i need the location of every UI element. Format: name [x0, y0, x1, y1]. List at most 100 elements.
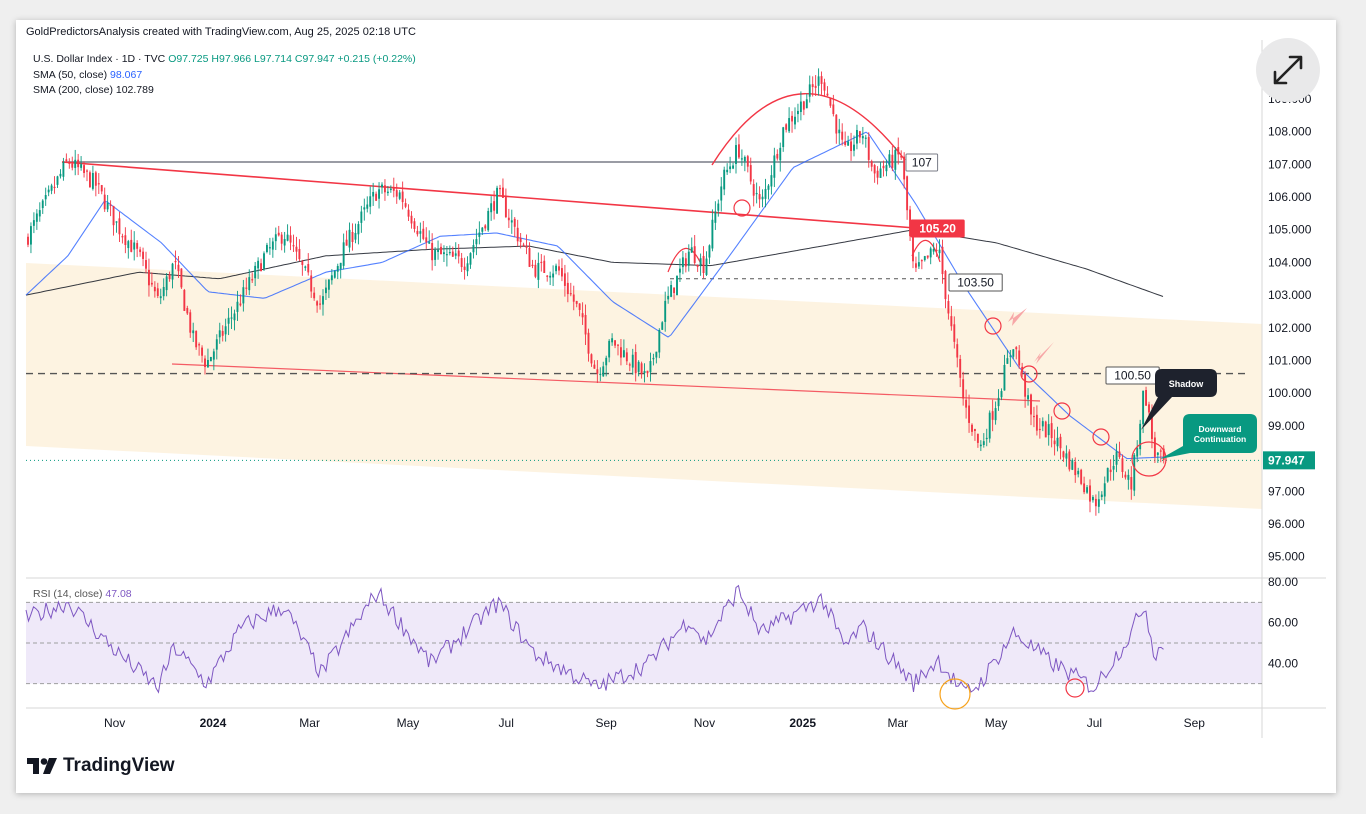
- candle-body: [838, 129, 841, 134]
- candle-body: [484, 225, 487, 229]
- candle-body: [56, 176, 59, 185]
- candle-body: [307, 264, 310, 273]
- candle-body: [38, 210, 41, 217]
- candle-body: [1159, 450, 1162, 452]
- candle-body: [667, 295, 670, 300]
- candle-body: [1142, 390, 1145, 425]
- candle-body: [1151, 414, 1153, 439]
- level-103-50-label-box: [948, 273, 1003, 292]
- candle-body: [345, 239, 348, 246]
- downward-callout-text-1: Downward: [1199, 424, 1242, 434]
- candle-body: [558, 266, 560, 271]
- sma200-value: 102.789: [115, 84, 154, 96]
- candle-body: [1103, 483, 1106, 497]
- candle-body: [292, 245, 295, 247]
- candle-body: [1000, 391, 1003, 398]
- candle-body: [330, 275, 333, 281]
- price-tick-label: 100.000: [1268, 386, 1312, 400]
- candle-body: [534, 264, 537, 277]
- candle-body: [295, 246, 298, 252]
- candle-body: [738, 144, 740, 158]
- candle-body: [437, 249, 439, 252]
- candle-body: [676, 275, 678, 296]
- candle-body: [254, 265, 257, 279]
- candle-body: [62, 162, 65, 177]
- candle-body: [723, 169, 726, 190]
- candle-body: [1092, 496, 1094, 501]
- candle-body: [752, 184, 755, 196]
- candle-body: [416, 230, 419, 235]
- candle-body: [959, 358, 962, 378]
- candle-body: [847, 141, 850, 146]
- candle-body: [230, 317, 233, 319]
- tradingview-brand[interactable]: TradingView: [27, 755, 175, 777]
- major-top-arc: [711, 93, 906, 166]
- candle-body: [578, 303, 581, 310]
- candle-body: [997, 397, 1000, 407]
- candle-body: [97, 183, 100, 185]
- candle-body: [1030, 394, 1032, 415]
- candle-body: [563, 273, 566, 286]
- candle-body: [788, 118, 791, 132]
- candle-body: [726, 169, 729, 173]
- candle-body: [47, 189, 50, 193]
- candle-body: [799, 101, 802, 112]
- candle-body: [1139, 423, 1142, 450]
- candle-body: [832, 104, 835, 115]
- close-value: C97.947: [294, 53, 335, 65]
- candle-body: [932, 249, 935, 252]
- candle-body: [811, 84, 814, 88]
- candle-body: [758, 194, 761, 200]
- candle-body: [749, 165, 752, 182]
- candle-body: [398, 192, 401, 199]
- candle-body: [1015, 347, 1018, 350]
- candle-body: [873, 165, 876, 174]
- candle-body: [502, 187, 504, 198]
- candle-body: [407, 209, 410, 217]
- candle-body: [460, 258, 463, 268]
- candle-body: [139, 249, 142, 253]
- price-tick-label: 99.000: [1268, 419, 1305, 433]
- candle-body: [180, 268, 183, 288]
- candle-body: [410, 215, 413, 224]
- candle-body: [283, 239, 286, 246]
- candle-body: [950, 316, 953, 327]
- candle-body: [1056, 437, 1059, 447]
- expand-button[interactable]: [1256, 38, 1320, 102]
- candle-body: [183, 289, 186, 311]
- candle-body: [670, 284, 673, 297]
- candle-body: [86, 170, 88, 172]
- candle-body: [572, 294, 575, 302]
- time-tick-label: May: [397, 716, 420, 730]
- candle-body: [835, 114, 838, 134]
- candle-body: [159, 296, 162, 299]
- candle-body: [316, 301, 319, 306]
- rsi-circle-red: [1065, 678, 1085, 698]
- candle-body: [454, 253, 457, 256]
- rsi-circle-orange: [939, 678, 971, 710]
- candle-body: [1041, 421, 1044, 427]
- candle-body: [1053, 440, 1056, 445]
- candle-body: [944, 271, 947, 300]
- candle-body: [620, 347, 622, 358]
- candle-body: [976, 433, 979, 443]
- price-tick-label: 96.000: [1268, 517, 1305, 531]
- candle-body: [1097, 499, 1100, 507]
- candle-body: [30, 226, 32, 245]
- candle-body: [1071, 460, 1074, 470]
- candle-body: [354, 232, 357, 240]
- candle-body: [177, 264, 180, 272]
- sma50-line: [25, 131, 1164, 460]
- sma200-label: SMA (200, close): [33, 84, 113, 96]
- candle-body: [867, 137, 870, 160]
- candle-body: [513, 218, 516, 227]
- candle-body: [168, 274, 171, 280]
- candle-body: [882, 165, 885, 169]
- change-value: +0.215 (+0.22%): [337, 53, 416, 65]
- price-tick-label: 102.000: [1268, 321, 1312, 335]
- downward-callout-text-2: Continuation: [1194, 434, 1246, 444]
- candle-body: [938, 249, 941, 254]
- candle-body: [89, 172, 91, 188]
- candle-body: [360, 211, 363, 223]
